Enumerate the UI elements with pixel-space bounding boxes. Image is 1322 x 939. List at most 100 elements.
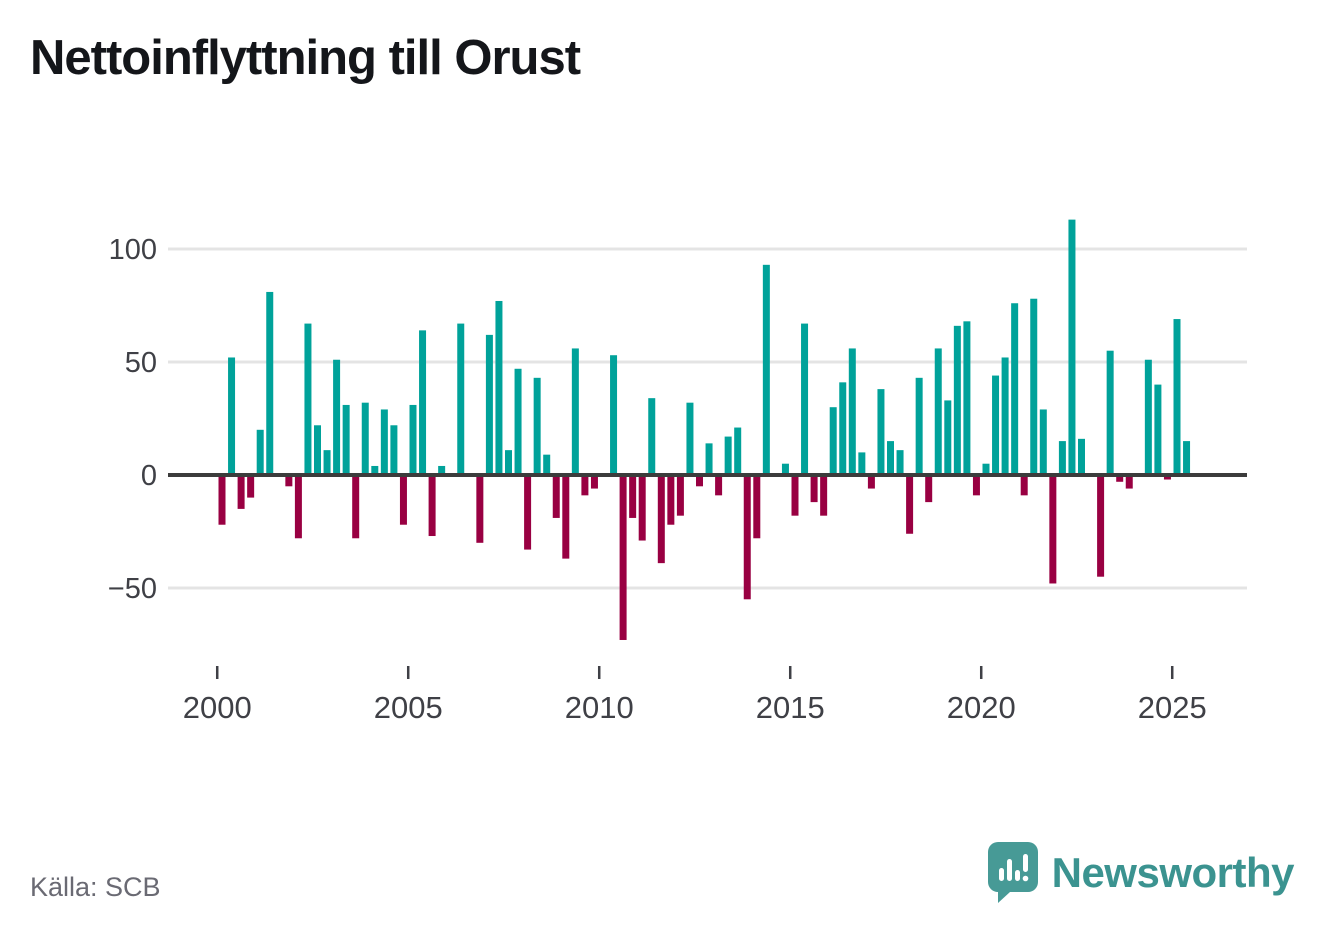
bar-2022q2: [1068, 219, 1076, 475]
bar-2017q3: [887, 441, 894, 475]
bar-2023q4: [1125, 475, 1133, 489]
bar-2010q4: [629, 475, 637, 518]
bar-2021q2: [1030, 298, 1038, 475]
bar-2001q4: [285, 475, 293, 487]
bar-2013q4: [743, 475, 751, 600]
exclamation-dot: [1022, 875, 1028, 882]
bar-2014q1: [753, 475, 761, 539]
bar-2008q3: [543, 454, 551, 475]
source-label: Källa: SCB: [30, 872, 161, 902]
bar-2004q3: [390, 425, 398, 475]
bar-2025q2: [1183, 441, 1191, 475]
bar-2005q4: [438, 465, 446, 475]
grid-layer: [168, 247, 1247, 590]
bar-2018q4: [934, 348, 942, 475]
bar-2023q1: [1097, 475, 1105, 577]
bar-2018q2: [915, 377, 923, 475]
bar-2007q4: [514, 368, 522, 475]
exclamation-stem: [1022, 854, 1028, 872]
y-tick-label-50: 50: [125, 347, 157, 379]
bar-2020q3: [1001, 357, 1009, 475]
bar-2019q3: [963, 321, 971, 475]
bar-2003q3: [352, 475, 360, 539]
bar-2020q4: [1011, 303, 1019, 475]
bar-2001q2: [266, 291, 274, 475]
bar-2020q1: [982, 463, 990, 475]
bar-2015q3: [810, 475, 818, 503]
bar-2000q1: [218, 475, 226, 525]
x-tick-label-2005: 2005: [374, 690, 443, 725]
bar-2012q3: [696, 475, 703, 487]
bar-2002q4: [323, 450, 331, 475]
bar-2002q3: [314, 425, 321, 475]
bar-2016q4: [858, 452, 866, 475]
bar-2016q2: [839, 382, 847, 475]
mini-bar-3: [1014, 870, 1020, 881]
bar-2023q3: [1116, 475, 1124, 482]
bar-2021q3: [1039, 409, 1047, 475]
bar-2024q2: [1144, 359, 1152, 475]
bar-2025q1: [1173, 319, 1181, 475]
bar-2002q1: [294, 475, 302, 539]
x-tick-label-2015: 2015: [756, 690, 825, 725]
bar-2021q1: [1020, 475, 1028, 496]
bar-2022q1: [1058, 441, 1066, 475]
bar-2007q3: [505, 450, 512, 475]
bar-2012q4: [705, 443, 713, 475]
bar-2021q4: [1049, 475, 1057, 584]
bar-2000q4: [247, 475, 255, 498]
bar-2014q2: [762, 264, 770, 475]
newsworthy-wordmark: Newsworthy: [1051, 849, 1295, 896]
bar-2008q2: [533, 377, 541, 475]
bar-2006q4: [476, 475, 484, 543]
x-tick-label-2000: 2000: [183, 690, 252, 725]
bar-2013q3: [734, 427, 742, 475]
speech-bubble-shape: [987, 842, 1038, 903]
mini-bar-1: [998, 868, 1004, 881]
bar-2011q2: [648, 398, 656, 475]
bar-2019q4: [972, 475, 980, 496]
bar-2018q3: [925, 475, 933, 503]
bar-2014q4: [781, 463, 789, 475]
mini-bar-2: [1006, 859, 1012, 881]
chart-title: Nettoinflyttning till Orust: [30, 31, 581, 85]
bar-2000q3: [237, 475, 245, 509]
bar-2002q2: [304, 323, 312, 475]
bar-2009q1: [562, 475, 570, 559]
bar-2001q1: [256, 429, 264, 475]
bar-2016q1: [829, 407, 837, 475]
bar-2004q1: [371, 465, 379, 475]
bar-2020q2: [992, 375, 1000, 475]
bar-2003q1: [333, 359, 341, 475]
y-tick-label-0: 0: [141, 460, 157, 492]
bar-2024q3: [1154, 384, 1162, 475]
newsworthy-brand: Newsworthy: [987, 842, 1295, 904]
bar-2015q4: [820, 475, 828, 516]
bar-2019q2: [953, 325, 961, 475]
bar-2015q1: [791, 475, 799, 516]
bar-2009q2: [571, 348, 579, 475]
bar-2003q4: [361, 402, 369, 475]
bar-2010q2: [610, 355, 618, 475]
y-tick-label--50: −50: [108, 573, 157, 605]
bar-2008q1: [524, 475, 532, 550]
bar-2005q3: [428, 475, 436, 537]
bar-2011q3: [657, 475, 665, 564]
bar-2007q1: [485, 334, 493, 475]
bar-2022q3: [1078, 438, 1085, 475]
x-tick-label-2025: 2025: [1138, 690, 1207, 725]
bar-2024q4: [1163, 475, 1171, 480]
bar-layer: [218, 219, 1191, 640]
bar-2017q4: [896, 450, 904, 475]
bar-2008q4: [552, 475, 560, 518]
bar-2007q2: [495, 300, 503, 475]
bar-2012q1: [676, 475, 684, 516]
bar-2006q2: [457, 323, 465, 475]
newsworthy-logo-icon: [987, 842, 1038, 903]
bar-2005q1: [409, 404, 417, 475]
bar-2015q2: [801, 323, 809, 475]
bar-2017q2: [877, 389, 885, 475]
axis-layer: 100 50 0 −50 2000 2005 2010 2015 2020 2025: [108, 234, 1247, 725]
